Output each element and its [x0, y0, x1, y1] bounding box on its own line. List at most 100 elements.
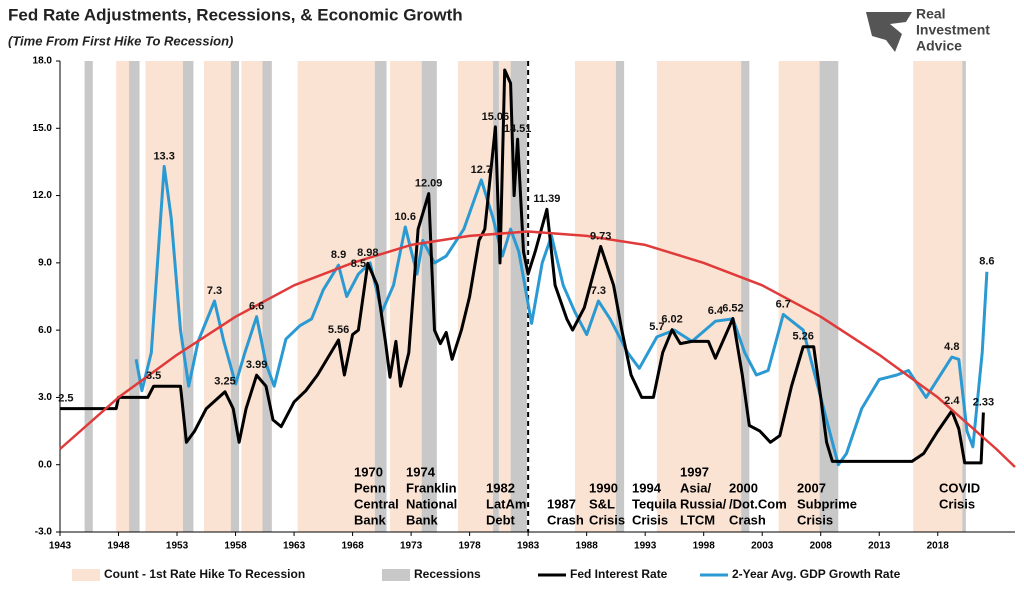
value-label: 2.4 — [944, 395, 960, 407]
band — [498, 61, 511, 532]
band — [182, 61, 194, 532]
plot: -3.0 0.0 3.0 6.0 9.0 12.0 15.0 18.0 1943 1948 1953… — [33, 56, 1016, 552]
band — [203, 61, 231, 532]
event-label: Franklin — [406, 480, 457, 495]
value-label: 2.33 — [973, 396, 994, 408]
event-label: Tequila — [632, 496, 677, 511]
event-label: Crisis — [797, 512, 833, 527]
x-tick-label: 2003 — [751, 541, 774, 552]
event-label: 2000 — [729, 480, 758, 495]
event-label: Russia/ — [680, 496, 727, 511]
value-label: 3.25 — [214, 376, 235, 388]
event-label: 1997 — [680, 464, 709, 479]
event-label: Crisis — [939, 496, 975, 511]
x-tick-label: 2013 — [868, 541, 891, 552]
y-tick-label: 0.0 — [38, 459, 52, 470]
band — [116, 61, 130, 532]
event-label: Crash — [729, 512, 766, 527]
x-tick-label: 1948 — [107, 541, 130, 552]
y-tick-label: 15.0 — [33, 123, 53, 134]
y-tick-label: 3.0 — [38, 392, 52, 403]
event-label: 1982 — [486, 480, 515, 495]
value-label: 3.99 — [246, 359, 267, 371]
band — [656, 61, 742, 532]
x-tick-label: 2008 — [810, 541, 833, 552]
value-label: 6.4 — [708, 305, 724, 317]
band — [962, 61, 966, 532]
event-label: 1987 — [547, 496, 576, 511]
y-tick-label: 9.0 — [38, 257, 52, 268]
value-label: 6.02 — [661, 314, 682, 326]
fed-rate-line — [60, 68, 985, 465]
legend-swatch — [72, 569, 100, 581]
value-label: 4.8 — [944, 341, 959, 353]
event-label: Crisis — [632, 512, 668, 527]
band — [913, 61, 963, 532]
value-label: 13.3 — [153, 150, 174, 162]
logo-text: Advice — [916, 38, 962, 54]
x-tick-label: 1988 — [576, 541, 599, 552]
event-label: National — [406, 496, 457, 511]
band — [129, 61, 140, 532]
value-label: 6.52 — [722, 302, 743, 314]
value-label: 5.7 — [649, 321, 664, 333]
value-label: 6.6 — [249, 301, 264, 313]
x-tick-label: 1958 — [224, 541, 247, 552]
event-label: Bank — [406, 512, 439, 527]
event-label: Central — [354, 496, 399, 511]
value-label: 6.7 — [776, 298, 791, 310]
logo-eagle — [866, 12, 912, 52]
event-label: 2007 — [797, 480, 826, 495]
x-tick-label: 1978 — [458, 541, 481, 552]
value-label: 3.5 — [146, 370, 161, 382]
band — [262, 61, 272, 532]
x-tick-label: 1973 — [400, 541, 423, 552]
value-label: 14.51 — [504, 123, 532, 135]
band — [493, 61, 499, 532]
logo-text: Investment — [916, 22, 990, 38]
band — [615, 61, 625, 532]
legend-label: Fed Interest Rate — [570, 567, 668, 581]
band — [84, 61, 93, 532]
value-label: 12.09 — [415, 177, 443, 189]
event-label: COVID — [939, 480, 980, 495]
value-label: 8.9 — [331, 249, 346, 261]
chart-title: Fed Rate Adjustments, Recessions, & Econ… — [8, 5, 463, 24]
value-label: 12.7 — [471, 164, 492, 176]
x-tick-label: 1993 — [634, 541, 657, 552]
event-label: S&L — [589, 496, 615, 511]
event-label: LTCM — [680, 512, 715, 527]
logo: Real Investment Advice — [866, 6, 990, 54]
value-label: 5.56 — [328, 324, 349, 336]
value-label: 11.39 — [533, 193, 560, 205]
value-label: 7.3 — [591, 285, 606, 297]
labels: 2.5 3.5 13.3 7.3 6.6 3.25 3.99 5.56 8.9 8.58.98 10… — [58, 111, 994, 581]
x-tick-label: 1998 — [693, 541, 716, 552]
event-label: Subprime — [797, 496, 857, 511]
value-label: 9.73 — [590, 230, 611, 242]
band — [574, 61, 616, 532]
x-tick-label: 2018 — [927, 541, 950, 552]
trend-line — [59, 230, 1016, 468]
gdp-line — [134, 164, 989, 467]
x-tick-label: 1953 — [166, 541, 189, 552]
y-tick-label: 12.0 — [33, 190, 53, 201]
y-tick-label: 18.0 — [33, 56, 53, 67]
value-label: 5.26 — [792, 331, 813, 343]
event-label: /Dot.Com — [729, 496, 787, 511]
value-label: 8.6 — [979, 256, 994, 268]
event-label: Asia/ — [680, 480, 711, 495]
bands — [84, 61, 966, 532]
value-label: 15.06 — [482, 111, 510, 123]
band — [390, 61, 422, 532]
event-label: 1974 — [406, 464, 436, 479]
legend-label: 2-Year Avg. GDP Growth Rate — [732, 567, 901, 581]
band — [741, 61, 750, 532]
value-label: 8.5 — [351, 258, 366, 270]
legend-label: Count - 1st Rate Hike To Recession — [104, 567, 305, 581]
event-label: 1994 — [632, 480, 662, 495]
band — [457, 61, 494, 532]
value-label: 2.5 — [58, 393, 73, 405]
y-tick-label: 6.0 — [38, 325, 52, 336]
x-tick-label: 1983 — [517, 541, 540, 552]
